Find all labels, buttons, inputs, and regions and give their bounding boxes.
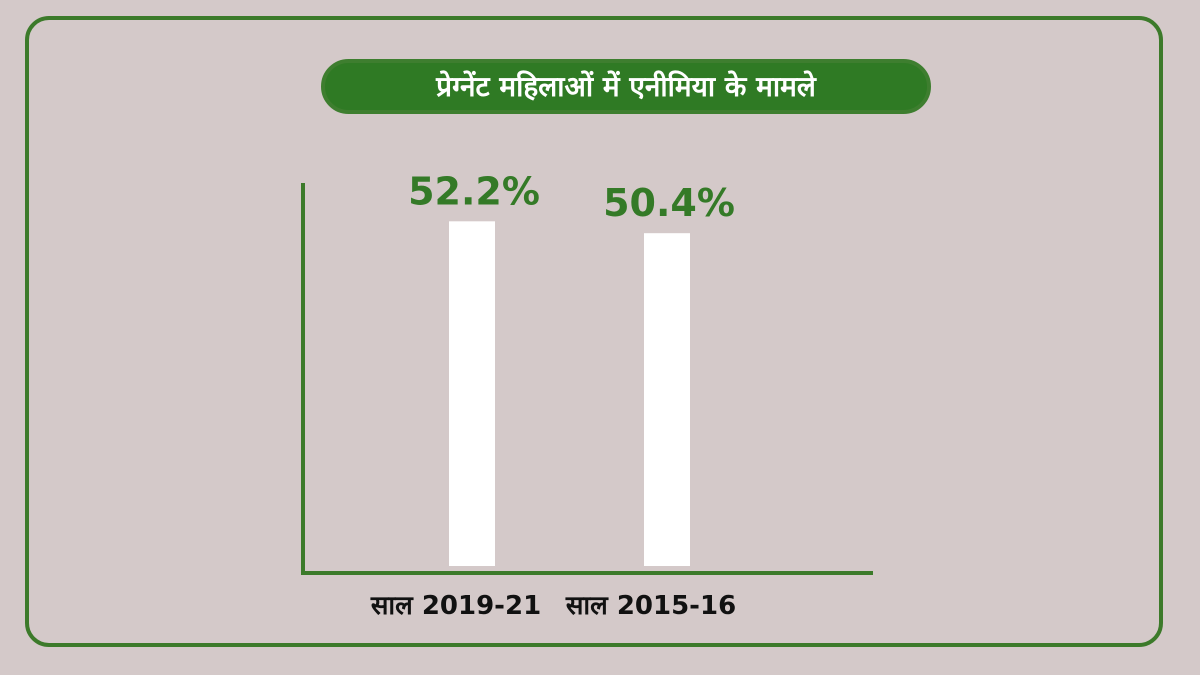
- value-label-1: 52.2%: [408, 169, 540, 213]
- value-label-2: 50.4%: [603, 181, 735, 225]
- bar-1: [449, 221, 495, 567]
- category-label-2: साल 2015-16: [565, 591, 736, 621]
- chart-title: प्रेग्नेंट महिलाओं में एनीमिया के मामले: [436, 69, 816, 103]
- bar-2: [644, 233, 690, 566]
- chart-title-pill: प्रेग्नेंट महिलाओं में एनीमिया के मामले: [321, 59, 931, 114]
- chart-frame: [25, 16, 1163, 647]
- category-label-1: साल 2019-21: [370, 591, 541, 621]
